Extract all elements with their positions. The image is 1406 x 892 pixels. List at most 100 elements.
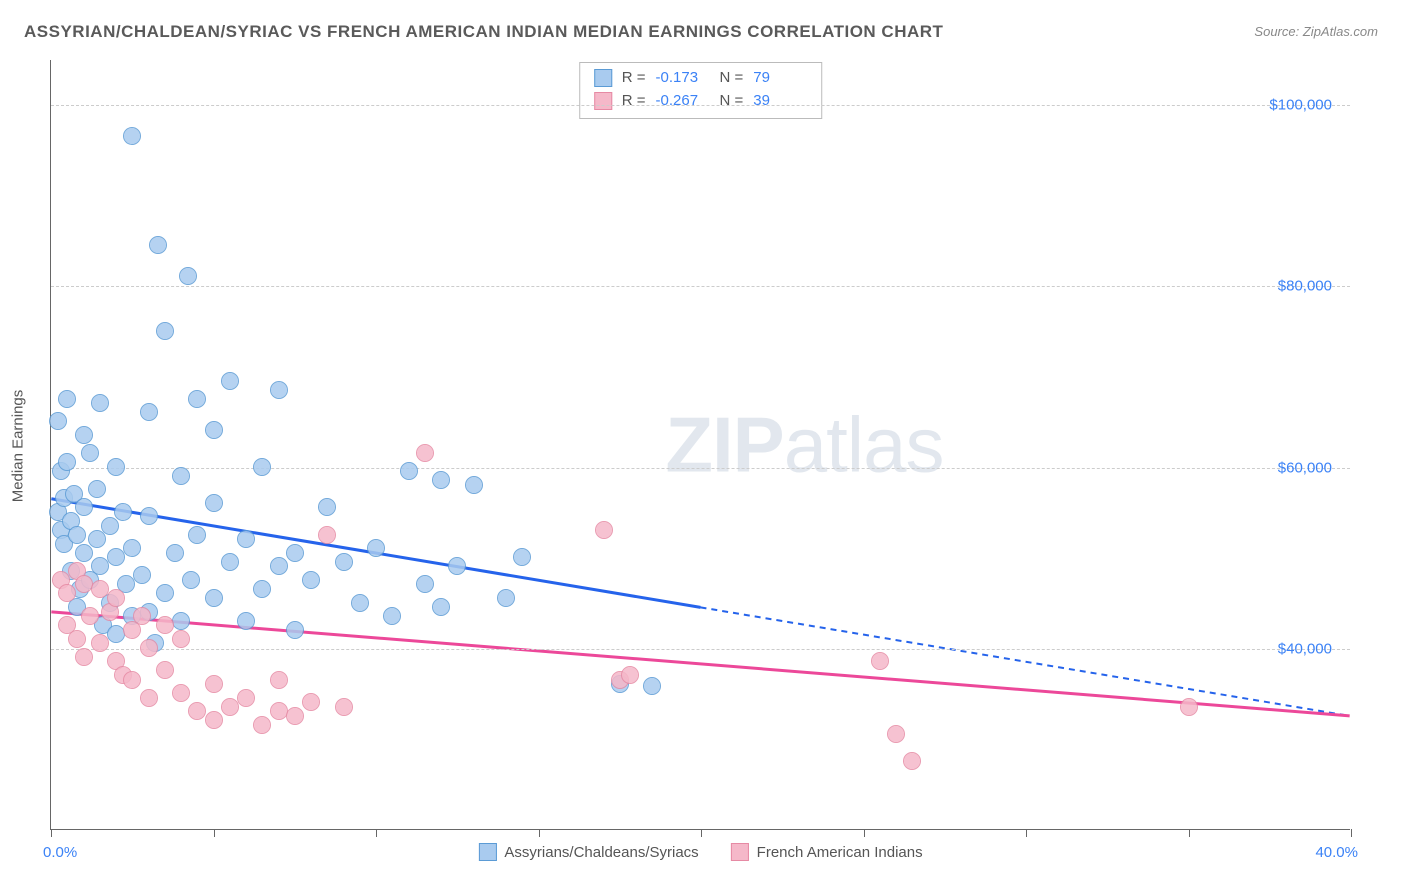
data-point xyxy=(91,580,109,598)
data-point xyxy=(58,453,76,471)
plot-area: ZIPatlas R = -0.173 N = 79 R = -0.267 N … xyxy=(50,60,1350,830)
data-point xyxy=(400,462,418,480)
stats-row-series-2: R = -0.267 N = 39 xyxy=(594,90,808,113)
data-point xyxy=(513,548,531,566)
data-point xyxy=(286,621,304,639)
gridline xyxy=(51,105,1350,106)
x-axis-min-label: 0.0% xyxy=(43,844,77,861)
data-point xyxy=(75,426,93,444)
data-point xyxy=(68,526,86,544)
swatch-series-2 xyxy=(594,92,612,110)
r-label-2: R = xyxy=(622,90,646,113)
data-point xyxy=(318,526,336,544)
n-value-1: 79 xyxy=(753,67,807,90)
bottom-legend: Assyrians/Chaldeans/Syriacs French Ameri… xyxy=(478,843,922,861)
data-point xyxy=(140,507,158,525)
data-point xyxy=(221,553,239,571)
y-tick-label: $40,000 xyxy=(1278,640,1332,657)
data-point xyxy=(88,480,106,498)
trend-lines-svg xyxy=(51,60,1350,829)
x-tick xyxy=(1026,829,1027,837)
data-point xyxy=(416,575,434,593)
data-point xyxy=(166,544,184,562)
source-name: ZipAtlas.com xyxy=(1303,24,1378,39)
data-point xyxy=(302,693,320,711)
y-tick-label: $100,000 xyxy=(1269,97,1332,114)
data-point xyxy=(140,639,158,657)
data-point xyxy=(643,677,661,695)
data-point xyxy=(101,517,119,535)
watermark-light: atlas xyxy=(784,400,944,488)
data-point xyxy=(133,566,151,584)
legend-label-2: French American Indians xyxy=(757,844,923,861)
data-point xyxy=(270,381,288,399)
data-point xyxy=(75,648,93,666)
data-point xyxy=(448,557,466,575)
data-point xyxy=(75,498,93,516)
data-point xyxy=(465,476,483,494)
data-point xyxy=(237,530,255,548)
x-tick xyxy=(376,829,377,837)
gridline xyxy=(51,286,1350,287)
n-label-1: N = xyxy=(720,67,744,90)
data-point xyxy=(172,467,190,485)
data-point xyxy=(91,557,109,575)
data-point xyxy=(81,444,99,462)
r-value-2: -0.267 xyxy=(656,90,710,113)
data-point xyxy=(107,548,125,566)
data-point xyxy=(172,612,190,630)
data-point xyxy=(91,634,109,652)
data-point xyxy=(270,671,288,689)
data-point xyxy=(205,494,223,512)
data-point xyxy=(182,571,200,589)
watermark: ZIPatlas xyxy=(665,399,943,490)
data-point xyxy=(286,544,304,562)
data-point xyxy=(887,725,905,743)
data-point xyxy=(903,752,921,770)
x-tick xyxy=(1189,829,1190,837)
swatch-series-1 xyxy=(594,69,612,87)
x-axis-max-label: 40.0% xyxy=(1315,844,1358,861)
data-point xyxy=(205,711,223,729)
data-point xyxy=(432,471,450,489)
data-point xyxy=(1180,698,1198,716)
data-point xyxy=(107,589,125,607)
chart-title: ASSYRIAN/CHALDEAN/SYRIAC VS FRENCH AMERI… xyxy=(24,22,943,42)
data-point xyxy=(335,698,353,716)
data-point xyxy=(302,571,320,589)
data-point xyxy=(871,652,889,670)
x-tick xyxy=(539,829,540,837)
data-point xyxy=(133,607,151,625)
n-label-2: N = xyxy=(720,90,744,113)
legend-swatch-1 xyxy=(478,843,496,861)
data-point xyxy=(318,498,336,516)
trend-line-extrapolated xyxy=(701,607,1350,716)
data-point xyxy=(58,584,76,602)
data-point xyxy=(497,589,515,607)
data-point xyxy=(221,698,239,716)
data-point xyxy=(49,412,67,430)
y-tick-label: $80,000 xyxy=(1278,278,1332,295)
data-point xyxy=(123,539,141,557)
gridline xyxy=(51,468,1350,469)
data-point xyxy=(351,594,369,612)
n-value-2: 39 xyxy=(753,90,807,113)
data-point xyxy=(188,702,206,720)
stats-legend-box: R = -0.173 N = 79 R = -0.267 N = 39 xyxy=(579,62,823,119)
source-label: Source: xyxy=(1254,24,1299,39)
data-point xyxy=(205,589,223,607)
r-label-1: R = xyxy=(622,67,646,90)
data-point xyxy=(140,689,158,707)
data-point xyxy=(114,503,132,521)
data-point xyxy=(188,390,206,408)
data-point xyxy=(205,675,223,693)
x-tick xyxy=(214,829,215,837)
data-point xyxy=(595,521,613,539)
data-point xyxy=(172,630,190,648)
data-point xyxy=(188,526,206,544)
data-point xyxy=(383,607,401,625)
data-point xyxy=(335,553,353,571)
data-point xyxy=(286,707,304,725)
data-point xyxy=(367,539,385,557)
data-point xyxy=(621,666,639,684)
